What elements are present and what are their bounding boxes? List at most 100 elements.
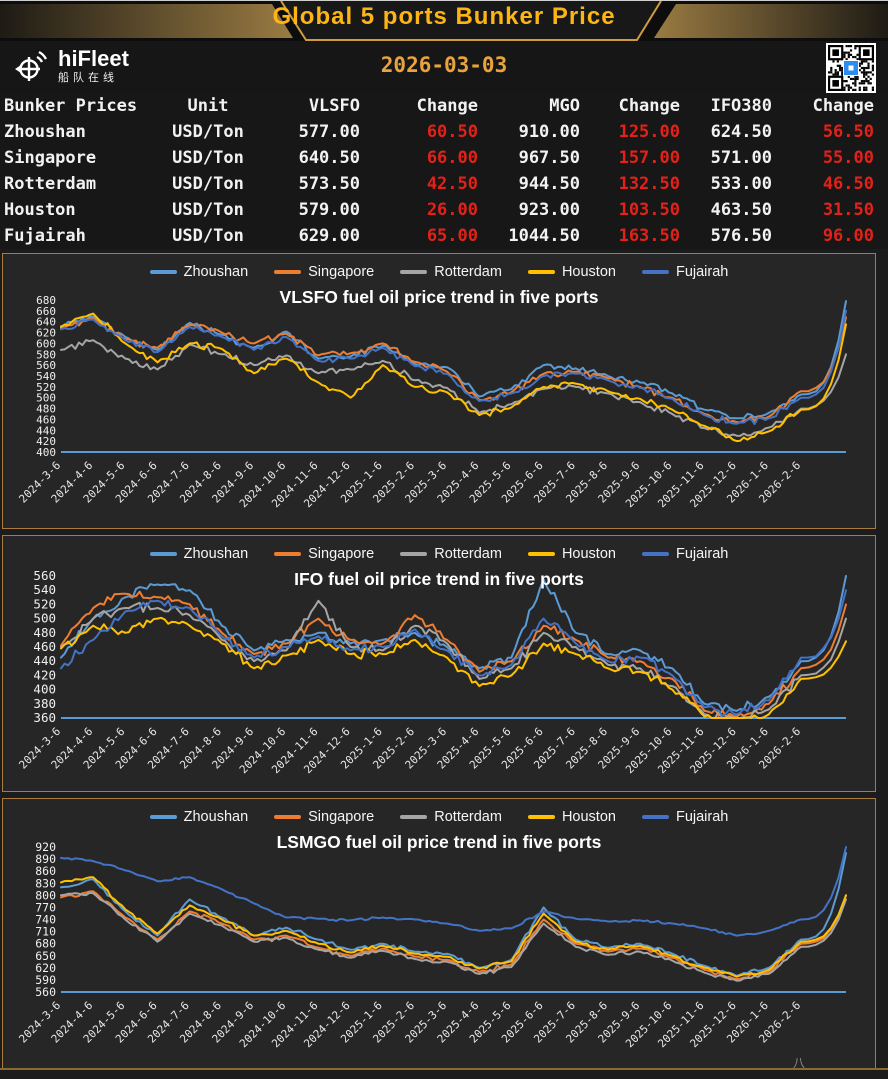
legend-label: Houston: [561, 546, 616, 562]
qr-cell: [852, 55, 855, 59]
qr-cell: [841, 73, 844, 76]
qr-cell: [869, 71, 872, 74]
chart-plot-2: 3603804004204404604805005205405602024-3-…: [16, 568, 847, 776]
table-cell: USD/Ton: [172, 174, 244, 194]
qr-cell: [865, 80, 868, 83]
legend-item-houston: Houston: [527, 546, 616, 562]
qr-cell: [854, 82, 857, 85]
y-tick-label: 650: [35, 949, 56, 963]
qr-cell: [848, 65, 854, 71]
series-line-singapore: [60, 890, 847, 981]
qr-cell: [865, 86, 868, 89]
qr-cell: [871, 73, 874, 76]
y-tick-label: 920: [35, 840, 56, 854]
y-tick-label: 420: [33, 667, 56, 682]
qr-cell: [854, 80, 857, 83]
qr-cell: [832, 49, 839, 56]
legend-item-fujairah: Fujairah: [641, 546, 728, 562]
table-cell: 26.00: [426, 200, 478, 220]
qr-cell: [871, 69, 874, 72]
qr-cell: [830, 66, 833, 70]
table-cell: 96.00: [822, 226, 874, 246]
y-tick-label: 830: [35, 876, 56, 890]
qr-cell: [841, 71, 844, 74]
chart-title: LSMGO fuel oil price trend in five ports: [276, 832, 602, 852]
y-tick-label: 360: [33, 710, 56, 725]
chart-panel-3: Zhoushan Singapore Rotterdam Houston Fujaira…: [2, 798, 876, 1069]
chart-title: VLSFO fuel oil price trend in five ports: [279, 287, 599, 307]
qr-cell: [871, 66, 874, 70]
qr-cell: [860, 80, 864, 83]
y-tick-label: 590: [35, 973, 56, 987]
qr-cell: [871, 86, 874, 89]
series-line-rotterdam: [60, 891, 847, 982]
legend-item-zhoushan: Zhoushan: [149, 809, 248, 825]
legend-item-singapore: Singapore: [274, 546, 374, 562]
legend-label: Houston: [561, 809, 616, 825]
legend-label: Rotterdam: [434, 264, 502, 280]
qr-cell: [871, 88, 874, 91]
qr-cell: [858, 62, 861, 65]
table-cell: 65.00: [426, 226, 478, 246]
qr-cell: [845, 84, 848, 87]
port-name: Singapore: [4, 148, 97, 168]
legend-label: Singapore: [308, 546, 375, 562]
y-tick-label: 680: [36, 294, 56, 307]
y-tick-label: 620: [36, 327, 56, 340]
qr-cell: [863, 49, 870, 56]
port-name: Rotterdam: [4, 174, 97, 194]
table-cell: 923.00: [518, 200, 580, 220]
y-tick-label: 800: [35, 888, 56, 902]
legend-swatch-icon: [641, 815, 669, 819]
qr-cell: [871, 60, 874, 63]
qr-cell: [865, 71, 868, 74]
qr-cell: [847, 45, 850, 48]
table-row: Zhoushan USD/Ton 577.00 60.50 910.00 125.00 62…: [0, 119, 888, 145]
chart-legend: Zhoushan Singapore Rotterdam Houston Fujaira…: [3, 546, 875, 562]
qr-cell: [832, 80, 839, 87]
table-cell: 967.50: [518, 148, 580, 168]
qr-cell: [860, 60, 864, 63]
legend-label: Zhoushan: [183, 264, 249, 280]
table-cell: USD/Ton: [172, 148, 244, 168]
table-cell: 60.50: [426, 122, 478, 142]
port-name: Zhoushan: [4, 122, 86, 142]
legend-item-zhoushan: Zhoushan: [149, 264, 249, 280]
qr-cell: [858, 82, 861, 85]
legend-swatch-icon: [400, 815, 428, 819]
chart-panel-2: Zhoushan Singapore Rotterdam Houston Fujaira…: [2, 535, 876, 792]
table-cell: USD/Ton: [172, 200, 244, 220]
table-header-cell: Change: [618, 96, 680, 116]
table-cell: 31.50: [822, 200, 874, 220]
y-tick-label: 660: [36, 305, 56, 318]
table-cell: 56.50: [822, 122, 874, 142]
qr-cell: [852, 82, 855, 85]
qr-cell: [860, 66, 864, 70]
table-cell: 157.00: [618, 148, 680, 168]
qr-cell: [854, 77, 857, 81]
legend-label: Fujairah: [675, 264, 729, 280]
chart-panel-1: Zhoushan Singapore Rotterdam Houston Fujaira…: [2, 253, 876, 529]
legend-label: Zhoushan: [183, 546, 249, 562]
qr-cell: [838, 64, 842, 67]
qr-cell: [858, 69, 861, 72]
hifleet-logo: hiFleet 船队在线: [12, 47, 129, 87]
table-row: Singapore USD/Ton 640.50 66.00 967.50 157.00 5…: [0, 145, 888, 171]
y-tick-label: 640: [36, 316, 56, 329]
qr-cell: [843, 53, 846, 56]
qr-cell: [860, 71, 864, 74]
qr-cell: [843, 88, 846, 91]
qr-cell: [838, 69, 842, 72]
table-cell: 910.00: [518, 122, 580, 142]
page-title: Global 5 ports Bunker Price: [272, 3, 616, 30]
watermark: 八: [793, 1056, 806, 1070]
qr-cell: [836, 73, 839, 76]
legend-swatch-icon: [400, 270, 428, 274]
qr-cell: [865, 73, 868, 76]
table-cell: 624.50: [710, 122, 772, 142]
qr-cell: [863, 82, 866, 85]
table-cell: USD/Ton: [172, 226, 244, 246]
series-line-singapore: [60, 590, 847, 718]
y-tick-label: 560: [35, 985, 56, 999]
y-tick-label: 620: [35, 961, 56, 975]
